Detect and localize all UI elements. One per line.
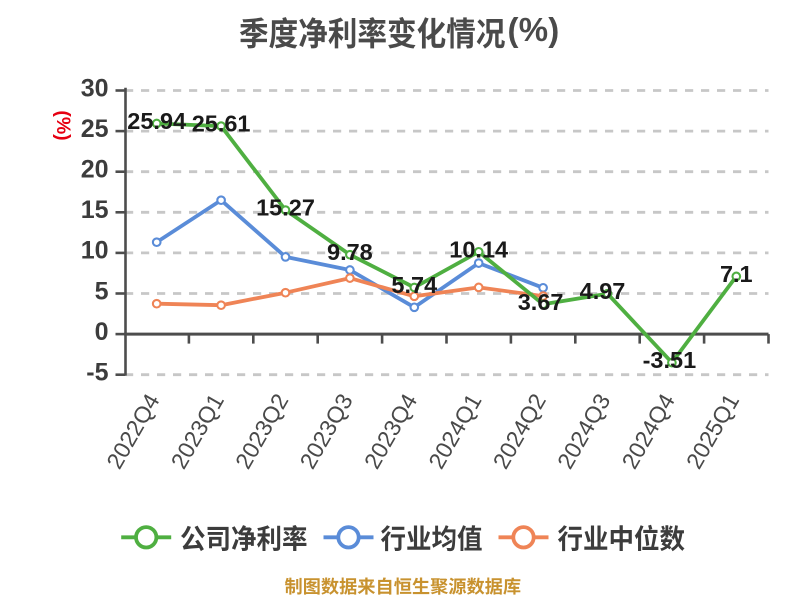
svg-text:20: 20 [81, 156, 109, 184]
svg-text:10: 10 [81, 237, 109, 265]
svg-text:7.1: 7.1 [720, 261, 753, 287]
svg-text:10.14: 10.14 [449, 236, 508, 262]
svg-text:4.97: 4.97 [580, 278, 626, 304]
svg-text:30: 30 [81, 74, 109, 102]
svg-text:(%): (%) [508, 11, 560, 48]
svg-text:-3.51: -3.51 [643, 347, 697, 373]
svg-text:5: 5 [95, 277, 109, 305]
svg-text:5.74: 5.74 [391, 272, 437, 298]
svg-text:3.67: 3.67 [518, 289, 564, 315]
svg-text:15.27: 15.27 [256, 195, 315, 221]
svg-text:25.61: 25.61 [192, 111, 251, 137]
svg-text:9.78: 9.78 [327, 239, 373, 265]
svg-text:-5: -5 [86, 359, 108, 387]
svg-text:0: 0 [95, 318, 109, 346]
svg-text:25.94: 25.94 [127, 108, 186, 134]
svg-text:25: 25 [81, 115, 109, 143]
svg-text:15: 15 [81, 196, 109, 224]
svg-text:(%): (%) [52, 110, 74, 140]
